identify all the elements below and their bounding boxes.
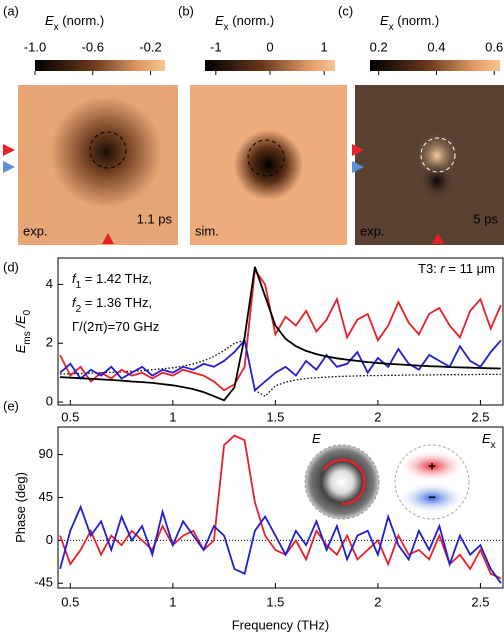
y-axis-label-part: E — [13, 315, 28, 324]
x-tick-label: 0.5 — [61, 594, 79, 609]
inset-sign: + — [428, 458, 436, 473]
y-axis-label: Ems /E0 — [13, 309, 33, 353]
caption: exp. — [360, 223, 385, 238]
y-tick-label: 4 — [46, 276, 53, 291]
inset-label-part: E — [312, 431, 321, 446]
series-line — [60, 340, 501, 390]
colorbar-tick-label: 0.6 — [485, 39, 503, 54]
x-tick-label: 1.5 — [266, 409, 284, 424]
colorbar — [370, 60, 500, 71]
colorbar — [35, 60, 165, 71]
colorbar-tick-label: 0 — [266, 39, 273, 54]
figure: (a) Ex (norm.) -1.0 -0.6 -0.2 exp. 1.1 ps (b) Ex… — [0, 0, 504, 639]
y-axis-label: Phase (deg) — [13, 472, 28, 543]
y-axis-label-part: Phase (deg) — [13, 472, 28, 543]
x-tick-label: 2.5 — [471, 409, 489, 424]
x-tick-label: 2 — [374, 409, 381, 424]
x-axis-label: Frequency (THz) — [232, 617, 330, 632]
x-tick-label: 1.5 — [266, 594, 284, 609]
colorbar-title-part: E — [380, 13, 389, 28]
panel-label: (b) — [178, 3, 194, 18]
panel-label: (c) — [338, 3, 353, 18]
colorbar-title-part: (norm.) — [229, 13, 275, 28]
x-tick-label: 0.5 — [61, 409, 79, 424]
caption: exp. — [23, 223, 48, 238]
colorbar-title-part: E — [215, 13, 224, 28]
inset-ring — [305, 445, 379, 519]
colorbar-tick-label: 1 — [321, 39, 328, 54]
time-label: 5 ps — [473, 211, 498, 226]
colorbar-tick-label: 0.2 — [370, 39, 388, 54]
panel-label: (e) — [3, 398, 19, 413]
colorbar-tick-label: -1 — [210, 39, 222, 54]
annotation: f2 = 1.36 THz, — [72, 295, 152, 315]
series-line — [60, 340, 501, 396]
colorbar-tick-label: -0.2 — [139, 39, 161, 54]
y-tick-label: 45 — [39, 489, 53, 504]
x-tick-label: 2 — [374, 594, 381, 609]
annotation-part: = 11 μm — [445, 261, 495, 276]
y-axis-label-part: 0 — [22, 309, 33, 315]
inset-label: E — [312, 431, 321, 446]
x-tick-label: 2.5 — [471, 594, 489, 609]
inset-label-part: E — [482, 431, 491, 446]
y-tick-label: 0 — [46, 532, 53, 547]
colorbar-tick-label: 0.4 — [427, 39, 445, 54]
y-tick-label: 2 — [46, 335, 53, 350]
y-axis-label-part: ms — [22, 331, 33, 344]
inset-lobes — [395, 445, 469, 519]
annotation-part: Γ/(2π)=70 GHz — [72, 319, 159, 334]
annotation: T3: r = 11 μm — [418, 261, 495, 276]
y-axis-label-part: E — [13, 344, 28, 353]
panel-label: (a) — [3, 3, 19, 18]
x-tick-label: 1 — [169, 409, 176, 424]
heatmap-b — [190, 85, 347, 245]
caption: sim. — [195, 223, 219, 238]
colorbar-tick-label: -0.6 — [82, 39, 104, 54]
time-label: 1.1 ps — [137, 211, 173, 226]
colorbar-title: Ex (norm.) — [215, 13, 274, 33]
colorbar-title-part: E — [45, 13, 54, 28]
colorbar — [205, 60, 335, 71]
inset-label-part: x — [491, 440, 496, 451]
inset-label: Ex — [482, 431, 496, 451]
colorbar-title: Ex (norm.) — [45, 13, 104, 33]
y-tick-label: 90 — [39, 446, 53, 461]
colorbar-title-part: (norm.) — [394, 13, 440, 28]
colorbar-title-part: (norm.) — [59, 13, 105, 28]
colorbar-tick-label: -1.0 — [24, 39, 46, 54]
annotation-part: = 1.42 THz, — [81, 271, 152, 286]
y-tick-label: -45 — [34, 575, 53, 590]
colorbar-title: Ex (norm.) — [380, 13, 439, 33]
annotation-part: = 1.36 THz, — [81, 295, 152, 310]
annotation: f1 = 1.42 THz, — [72, 271, 152, 291]
annotation: Γ/(2π)=70 GHz — [72, 319, 159, 334]
annotation-part: T3: — [418, 261, 440, 276]
panel-label: (d) — [3, 259, 19, 274]
y-tick-label: 0 — [46, 393, 53, 408]
x-tick-label: 1 — [169, 594, 176, 609]
inset-sign: − — [428, 489, 436, 504]
